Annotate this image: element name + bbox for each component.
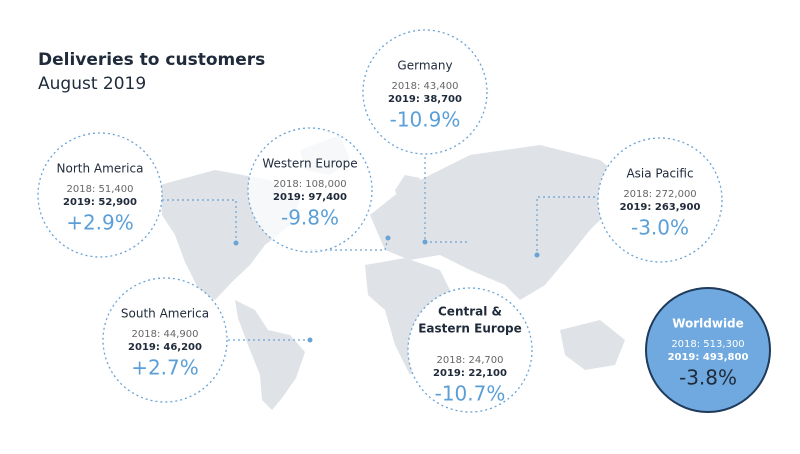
region-name: Germany <box>397 59 452 73</box>
world-map <box>160 135 625 410</box>
subtitle: August 2019 <box>38 74 146 94</box>
value-2018: 2018: 51,400 <box>67 184 134 195</box>
change: -9.8% <box>281 206 339 230</box>
region-bubble <box>102 277 228 403</box>
change: -3.8% <box>679 366 737 390</box>
region-name: Worldwide <box>672 317 744 331</box>
region-bubble <box>407 287 533 413</box>
title: Deliveries to customers <box>38 50 265 70</box>
value-2018: 2018: 108,000 <box>273 179 346 190</box>
value-2019: 2019: 46,200 <box>128 342 202 353</box>
change: +2.9% <box>66 211 134 235</box>
region-name: Eastern Europe <box>418 322 522 336</box>
change: +2.7% <box>131 356 199 380</box>
region-bubble <box>645 287 771 413</box>
value-2018: 2018: 44,900 <box>132 329 199 340</box>
region-bubble <box>362 29 488 155</box>
change: -3.0% <box>631 216 689 240</box>
change: -10.7% <box>435 382 506 406</box>
region-name: North America <box>57 162 144 176</box>
value-2018: 2018: 513,300 <box>671 339 744 350</box>
region-bubble <box>247 127 373 253</box>
region-bubble <box>597 137 723 263</box>
region-name: South America <box>121 307 209 321</box>
change: -10.9% <box>390 108 461 132</box>
region-bubble <box>37 132 163 258</box>
value-2019: 2019: 52,900 <box>63 197 137 208</box>
value-2019: 2019: 97,400 <box>273 192 347 203</box>
region-name: Western Europe <box>262 157 357 171</box>
value-2019: 2019: 263,900 <box>620 202 701 213</box>
region-name: Central & <box>438 305 502 319</box>
value-2019: 2019: 493,800 <box>668 352 749 363</box>
value-2018: 2018: 43,400 <box>392 81 459 92</box>
value-2019: 2019: 22,100 <box>433 368 507 379</box>
value-2018: 2018: 272,000 <box>623 189 696 200</box>
leader-lines <box>162 152 600 343</box>
value-2019: 2019: 38,700 <box>388 94 462 105</box>
value-2018: 2018: 24,700 <box>437 355 504 366</box>
region-name: Asia Pacific <box>626 167 693 181</box>
